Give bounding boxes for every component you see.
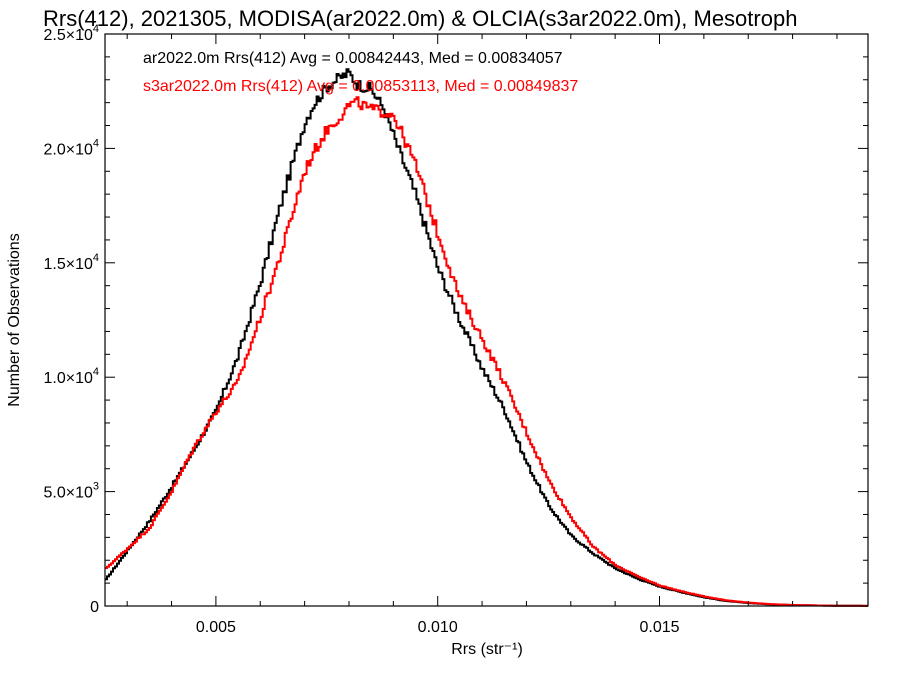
plot-frame	[104, 33, 869, 607]
x-tick-label: 0.010	[418, 619, 458, 636]
axis-ticks: 0.005 0.010 0.015 0 5.0×103 1.0×104 1.5×104 2.0…	[43, 23, 868, 636]
y-tick-label: 2.5×104	[43, 23, 99, 44]
y-tick-label: 5.0×103	[43, 481, 99, 502]
y-axis-label: Number of Observations	[6, 233, 23, 406]
series-line-s3ar2022-0m	[105, 96, 868, 607]
legend-entry-ar2022: ar2022.0m Rrs(412) Avg = 0.00842443, Med…	[143, 50, 563, 67]
chart-title: Rrs(412), 2021305, MODISA(ar2022.0m) & O…	[43, 6, 797, 31]
y-tick-label: 1.0×104	[43, 366, 99, 387]
x-tick-label: 0.015	[639, 619, 679, 636]
x-tick-label: 0.005	[196, 619, 236, 636]
y-tick-label: 0	[90, 599, 99, 616]
y-tick-label: 1.5×104	[43, 252, 99, 273]
plot-area	[105, 68, 868, 607]
legend-entry-s3ar2022: s3ar2022.0m Rrs(412) Avg = 0.00853113, M…	[143, 78, 578, 95]
y-tick-label: 2.0×104	[43, 137, 99, 158]
series-line-ar2022-0m	[105, 68, 868, 607]
x-axis-label: Rrs (str⁻¹)	[451, 641, 523, 658]
